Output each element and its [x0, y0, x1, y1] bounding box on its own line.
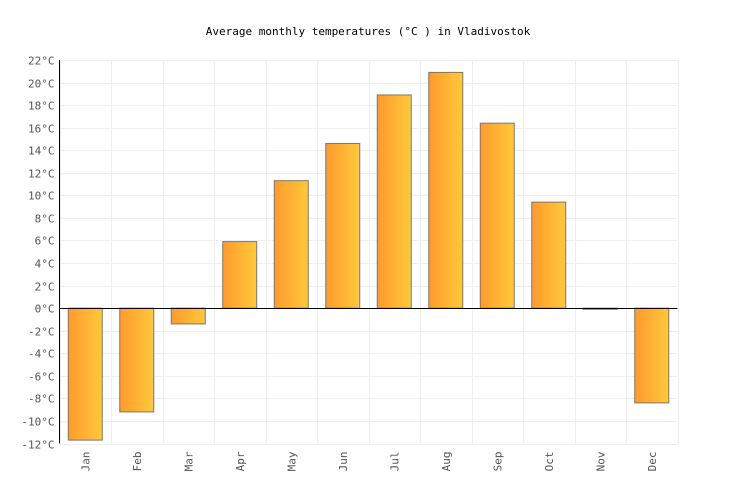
plot-area: [59, 60, 678, 444]
chart-title: Average monthly temperatures (°C ) in Vl…: [206, 25, 531, 38]
x-tick-label: Aug: [440, 452, 453, 472]
bar-may: [273, 180, 309, 309]
y-tick-label: 16°C: [28, 123, 55, 136]
x-tick-label: Oct: [543, 452, 556, 472]
x-tick-label: May: [285, 451, 298, 471]
x-tick-label: Nov: [594, 451, 607, 471]
bar-jan: [67, 307, 103, 441]
y-tick-label: -10°C: [21, 416, 54, 429]
y-tick-label: 18°C: [28, 100, 55, 113]
tick-labels: -12°C -10°C -8°C -6°C -4°C -2°C 0°C 2°C 4°C 6°C 8°…: [21, 55, 658, 472]
bar-sep: [479, 122, 515, 309]
y-tick-label: 12°C: [28, 168, 55, 181]
x-tick-label: Feb: [131, 452, 144, 472]
y-tick-label: 6°C: [35, 235, 55, 248]
y-tick-label: 8°C: [35, 213, 55, 226]
y-tick-label: 10°C: [28, 190, 55, 203]
y-tick-label: -6°C: [28, 371, 55, 384]
bar-feb: [119, 307, 155, 413]
x-tick-label: Jan: [79, 452, 92, 472]
y-tick-label: 22°C: [28, 55, 55, 68]
bar-mar: [170, 307, 206, 325]
x-tick-label: Jul: [388, 452, 401, 472]
bar-aug: [428, 71, 464, 309]
bar-apr: [222, 241, 258, 309]
bar-jul: [376, 94, 412, 309]
bar-jun: [325, 142, 361, 309]
bar-dec: [634, 307, 670, 404]
bars: [67, 71, 670, 441]
y-tick-label: 2°C: [35, 281, 55, 294]
y-tick-label: -2°C: [28, 326, 55, 339]
y-tick-label: -12°C: [21, 439, 54, 452]
x-tick-label: Jun: [337, 452, 350, 472]
x-tick-label: Dec: [646, 452, 659, 472]
axes: [59, 60, 678, 444]
x-tick-label: Apr: [234, 451, 247, 471]
bar-oct: [531, 201, 567, 309]
grid: [59, 60, 679, 445]
x-tick-label: Sep: [491, 452, 504, 472]
y-tick-label: 0°C: [35, 303, 55, 316]
y-tick-label: 14°C: [28, 145, 55, 158]
y-tick-label: 4°C: [35, 258, 55, 271]
y-tick-label: -4°C: [28, 348, 55, 361]
x-tick-label: Mar: [182, 451, 195, 471]
y-tick-label: 20°C: [28, 78, 55, 91]
y-tick-label: -8°C: [28, 393, 55, 406]
